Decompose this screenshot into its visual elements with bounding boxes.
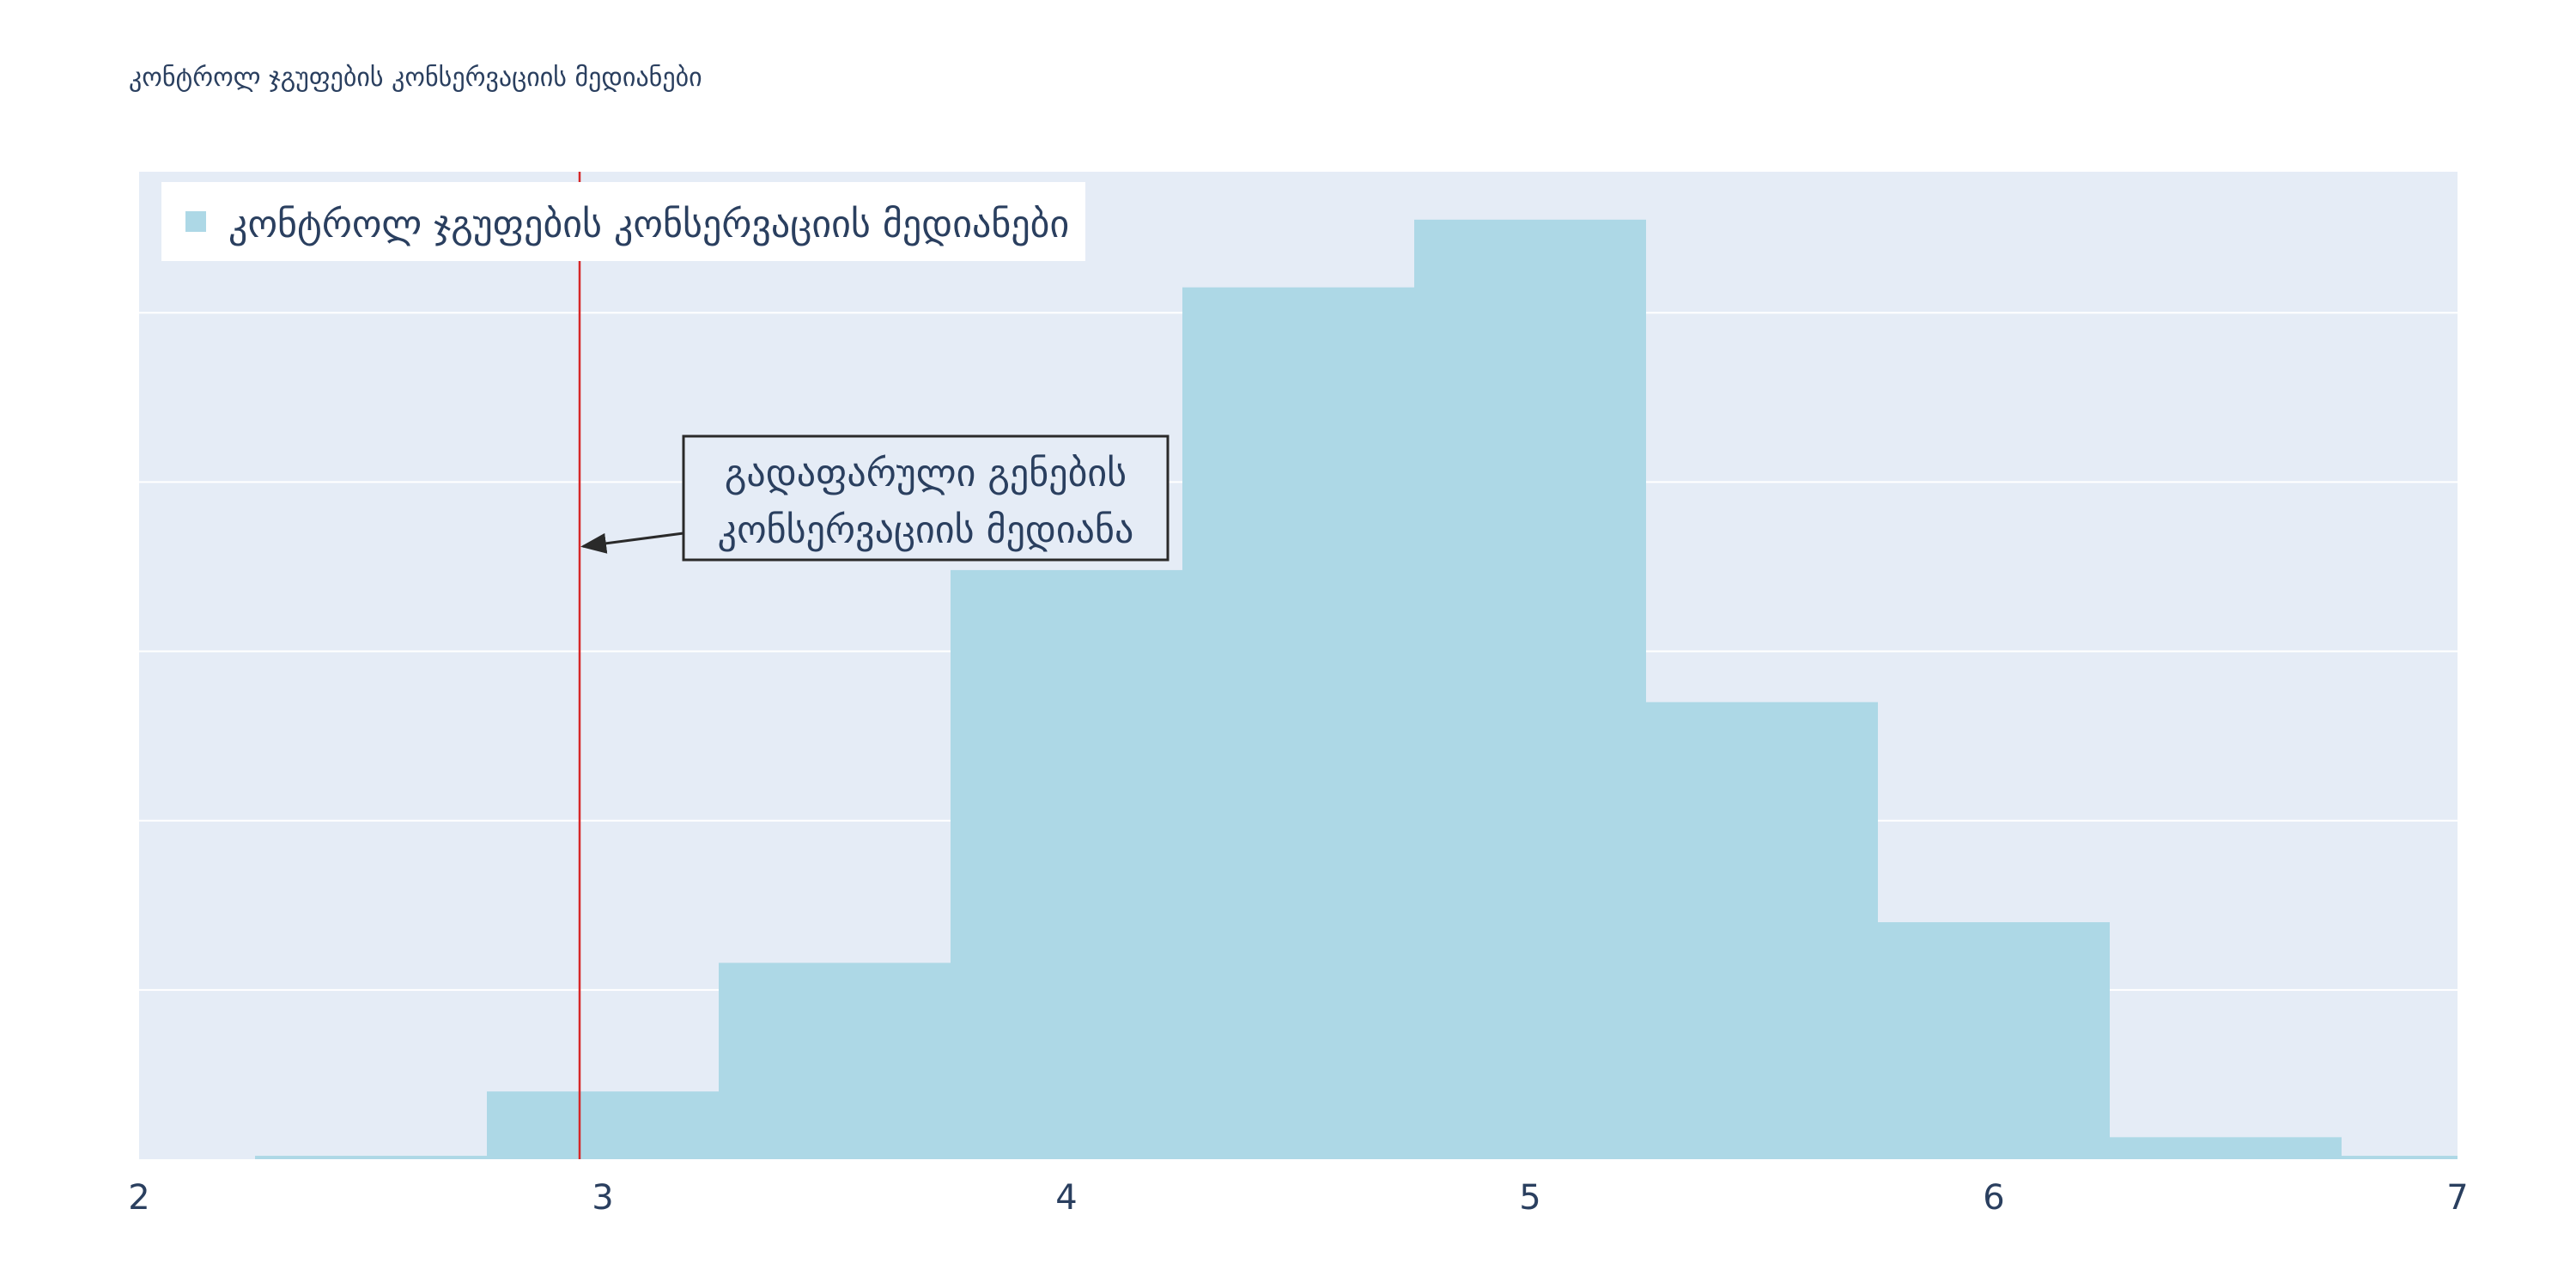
histogram-bar-9[interactable] xyxy=(2342,1156,2458,1159)
chart-title: კონტროლ ჯგუფების კონსერვაციის მედიანები xyxy=(129,63,702,93)
x-tick-label-2: 4 xyxy=(1055,1178,1077,1218)
histogram-bar-1[interactable] xyxy=(487,1091,719,1159)
annotation-box xyxy=(682,434,1170,562)
x-tick-label-0: 2 xyxy=(128,1178,149,1218)
x-tick-label-3: 5 xyxy=(1519,1178,1540,1218)
legend-box xyxy=(161,182,1085,261)
x-tick-label-5: 7 xyxy=(2446,1178,2468,1218)
histogram-bar-3[interactable] xyxy=(951,569,1182,1159)
histogram-bar-5[interactable] xyxy=(1414,219,1646,1159)
histogram-bar-0[interactable] xyxy=(255,1156,487,1159)
legend[interactable]: კონტროლ ჯგუფების კონსერვაციის მედიანები xyxy=(161,182,1085,261)
annotation: გადაფარული გენების კონსერვაციის მედიანა xyxy=(580,434,1170,562)
annotation-line-1: გადაფარული გენების xyxy=(725,452,1127,495)
histogram-bar-4[interactable] xyxy=(1182,287,1414,1160)
histogram-bar-8[interactable] xyxy=(2110,1137,2342,1159)
annotation-line-2: კონსერვაციის მედიანა xyxy=(718,508,1134,552)
histogram-bar-2[interactable] xyxy=(719,963,951,1159)
legend-swatch[interactable] xyxy=(185,211,206,232)
legend-label[interactable]: კონტროლ ჯგუფების კონსერვაციის მედიანები xyxy=(228,203,1069,246)
histogram-bar-7[interactable] xyxy=(1878,921,2110,1159)
histogram-bar-6[interactable] xyxy=(1646,702,1878,1159)
x-tick-label-1: 3 xyxy=(592,1178,613,1218)
x-axis-ticks: 2 3 4 5 6 7 xyxy=(128,1178,2468,1218)
annotation-arrow xyxy=(580,532,684,554)
x-tick-label-4: 6 xyxy=(1983,1178,2004,1218)
histogram-bars xyxy=(255,219,2458,1160)
